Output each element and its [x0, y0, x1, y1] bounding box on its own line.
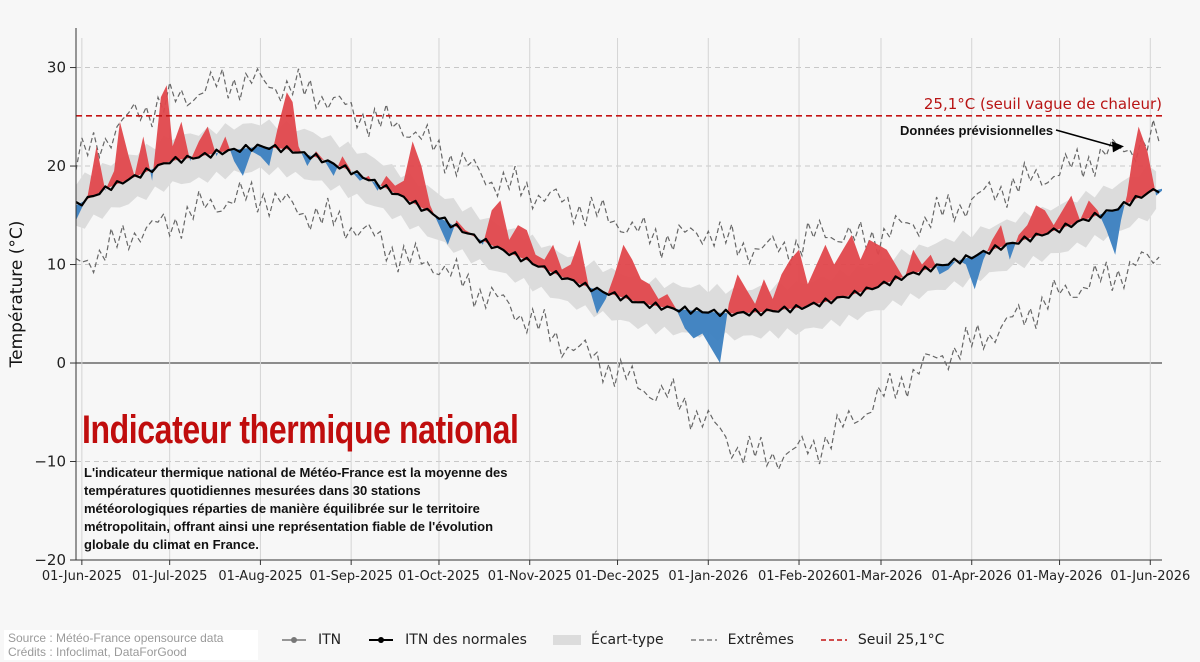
- legend-label: ITN: [318, 632, 342, 648]
- std-band-layer: [76, 119, 1157, 342]
- cold-anomaly-area: [589, 287, 608, 314]
- credits-line: Crédits : Infoclimat, DataForGood: [8, 645, 187, 659]
- threshold-layer: 25,1°C (seuil vague de chaleur): [76, 95, 1162, 117]
- x-tick-label: 01-Jun-2026: [1110, 569, 1190, 584]
- x-tick-label: 01-Apr-2026: [932, 569, 1012, 584]
- line-dot-gray-icon: [282, 637, 306, 643]
- cold-anomaly-area: [676, 309, 728, 363]
- extremes-min-line: [75, 179, 1160, 471]
- line-dot-black-icon: [369, 637, 394, 643]
- legend-item-itn: ITN: [280, 632, 341, 648]
- y-tick-label: −10: [34, 453, 66, 471]
- warm-anomaly-area: [483, 200, 590, 288]
- source-credits: Source : Météo-France opensource data Cr…: [4, 630, 258, 660]
- cold-anomaly-area: [324, 160, 339, 176]
- x-tick-label: 01-Aug-2025: [218, 569, 302, 584]
- warm-anomaly-area: [191, 126, 216, 158]
- legend-label: ITN des normales: [405, 632, 527, 648]
- extremes-max-line: [75, 66, 1160, 266]
- std-band: [76, 119, 1157, 342]
- annotation-arrow-head: [1111, 141, 1124, 153]
- warm-anomaly-area: [1124, 126, 1156, 205]
- chart-description: L'indicateur thermique national de Météo…: [84, 465, 508, 552]
- x-tick-label: 01-Dec-2025: [575, 569, 659, 584]
- legend: ITN ITN des normales Écart-type Extrêmes…: [280, 629, 970, 651]
- x-tick-label: 01-Oct-2025: [398, 569, 480, 584]
- cold-anomaly-area: [1006, 242, 1016, 260]
- threshold-label: 25,1°C (seuil vague de chaleur): [924, 95, 1162, 113]
- x-tick-label: 01-Nov-2025: [488, 569, 572, 584]
- x-tick-label: 01-Jun-2025: [42, 569, 122, 584]
- cold-anomaly-area: [1099, 204, 1125, 255]
- legend-item-std: Écart-type: [552, 632, 664, 648]
- legend-label: Extrêmes: [727, 632, 794, 648]
- x-tick-label: 01-Jul-2025: [132, 569, 207, 584]
- y-tick-label: 0: [56, 354, 66, 372]
- y-tick-label: 10: [47, 256, 66, 274]
- legend-label: Écart-type: [590, 632, 664, 648]
- warm-anomaly-area: [273, 92, 302, 154]
- warm-anomaly-area: [380, 141, 435, 215]
- cold-anomaly-area: [215, 152, 219, 157]
- y-tick-label: 20: [47, 157, 66, 175]
- extremes-layer: [75, 66, 1160, 471]
- anomaly-fill-layer: [76, 85, 1162, 363]
- source-line: Source : Météo-France opensource data: [8, 631, 224, 645]
- warm-anomaly-area: [905, 249, 937, 277]
- cold-anomaly-area: [434, 214, 455, 245]
- annotation-arrow-shaft: [1055, 129, 1119, 149]
- dashed-red-icon: [820, 639, 847, 641]
- cold-anomaly-area: [105, 188, 106, 191]
- warm-anomaly-area: [987, 225, 1007, 252]
- warm-anomaly-area: [1015, 195, 1100, 243]
- legend-item-normals: ITN des normales: [367, 632, 527, 648]
- cold-anomaly-area: [958, 251, 988, 290]
- gray-patch-icon: [552, 635, 581, 645]
- forecast-annotation: Données prévisionnelles: [900, 123, 1053, 138]
- warm-anomaly-area: [338, 156, 352, 171]
- legend-item-extremes: Extrêmes: [690, 632, 794, 648]
- normals-line: [75, 143, 1160, 318]
- cold-anomaly-area: [371, 181, 381, 191]
- x-tick-label: 01-Feb-2026: [758, 569, 840, 584]
- warm-anomaly-area: [607, 244, 677, 310]
- y-axis-label: Température (°C): [7, 221, 27, 369]
- cold-anomaly-area: [936, 261, 956, 275]
- x-tick-label: 01-Sep-2025: [309, 569, 393, 584]
- cold-anomaly-area: [230, 146, 274, 176]
- warm-anomaly-area: [727, 235, 903, 314]
- chart-title: Indicateur thermique national: [82, 408, 519, 452]
- y-tick-label: −20: [34, 551, 66, 569]
- x-tick-label: 01-Mar-2026: [840, 569, 923, 584]
- y-tick-label: 30: [47, 59, 66, 77]
- axes-layer: −20 −10 0 10 20 30 01-Jun-2025 01-Jul-2025 01-Au…: [7, 28, 1190, 584]
- warm-anomaly-area: [153, 85, 190, 169]
- legend-label: Seuil 25,1°C: [857, 632, 945, 648]
- x-tick-label: 01-May-2026: [1017, 569, 1103, 584]
- warm-anomaly-area: [218, 136, 231, 153]
- normals-layer: [75, 143, 1160, 318]
- x-tick-label: 01-Jan-2026: [668, 569, 748, 584]
- warm-anomaly-area: [106, 121, 150, 189]
- dashed-gray-icon: [690, 639, 717, 641]
- annotation-layer: Données prévisionnelles: [900, 123, 1124, 153]
- cold-anomaly-area: [301, 153, 313, 166]
- legend-item-threshold: Seuil 25,1°C: [820, 632, 945, 648]
- warm-anomaly-area: [85, 146, 105, 201]
